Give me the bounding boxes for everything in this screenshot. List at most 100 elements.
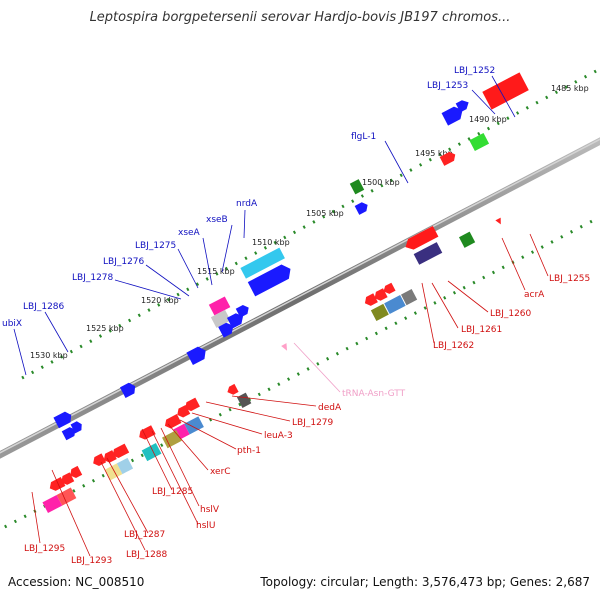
gene-arrow[interactable] <box>226 383 239 397</box>
gene-arrow[interactable] <box>441 104 466 126</box>
gene-box[interactable] <box>236 392 252 408</box>
gene-label[interactable]: LBJ_1278 <box>72 273 114 283</box>
gene-box[interactable] <box>56 487 77 506</box>
gene-arrow[interactable] <box>186 344 208 366</box>
gene-label[interactable]: hslU <box>196 521 215 531</box>
gene-arrow[interactable] <box>455 98 471 113</box>
gene-label[interactable]: LBJ_1252 <box>454 66 495 76</box>
gene-arrow[interactable] <box>382 282 396 296</box>
gene-arrow[interactable] <box>235 303 251 318</box>
leader-line <box>421 282 435 344</box>
gene-box[interactable] <box>413 242 443 265</box>
gene-label[interactable]: xseB <box>206 215 228 225</box>
gene-box[interactable] <box>116 457 134 475</box>
gene-arrow[interactable] <box>218 320 236 338</box>
leader-line <box>160 427 200 507</box>
gene-label[interactable]: LBJ_1287 <box>124 530 165 540</box>
leader-line <box>145 264 190 297</box>
gene-label[interactable]: acrA <box>524 290 545 300</box>
gene-box[interactable] <box>184 416 204 435</box>
gene-arrow[interactable] <box>91 453 107 467</box>
leader-line <box>179 419 237 450</box>
gene-arrow[interactable] <box>183 397 200 413</box>
gene-label[interactable]: LBJ_1293 <box>71 556 112 566</box>
gene-features <box>42 72 529 513</box>
gene-label[interactable]: LBJ_1260 <box>490 309 532 319</box>
gene-box[interactable] <box>104 463 123 481</box>
gene-label[interactable]: LBJ_1295 <box>24 544 65 554</box>
gene-label[interactable]: LBJ_1261 <box>461 325 502 335</box>
gene-label[interactable]: pth-1 <box>237 446 261 456</box>
gene-label[interactable]: xerC <box>210 467 231 477</box>
gene-label[interactable]: LBJ_1262 <box>433 341 474 351</box>
leader-line <box>205 401 291 422</box>
gene-arrow[interactable] <box>53 410 74 429</box>
gene-arrow[interactable] <box>110 443 130 460</box>
gene-label[interactable]: ubiX <box>2 319 22 329</box>
gene-box[interactable] <box>141 443 162 462</box>
gene-box[interactable] <box>370 303 389 321</box>
tick-label: 1525 kbp <box>86 324 124 333</box>
leader-line <box>151 430 199 525</box>
gene-arrow[interactable] <box>349 179 365 195</box>
gene-arrow[interactable] <box>363 293 378 307</box>
gene-label[interactable]: flgL-1 <box>351 132 376 142</box>
tick-label: 1500 kbp <box>362 178 400 187</box>
leader-line <box>231 395 317 407</box>
gene-arrow[interactable] <box>226 311 246 329</box>
tick-label: 1490 kbp <box>469 115 507 124</box>
gene-arrow[interactable] <box>102 450 117 464</box>
leader-line <box>13 328 27 376</box>
gene-label[interactable]: LBJ_1276 <box>103 257 145 267</box>
forward-features <box>53 72 529 441</box>
tick-label: 1495 kbp <box>415 149 453 158</box>
gene-box[interactable] <box>384 295 406 315</box>
gene-arrow[interactable] <box>47 476 66 493</box>
leader-line <box>202 237 213 286</box>
gene-label[interactable]: LBJ_1288 <box>126 550 168 560</box>
leader-line <box>191 412 263 435</box>
gene-label[interactable]: xseA <box>178 228 201 238</box>
gene-arrow[interactable] <box>137 425 156 441</box>
leader-line <box>44 311 69 353</box>
gene-arrow[interactable] <box>482 72 529 110</box>
gene-label[interactable]: tRNA-Asn-GTT <box>342 389 406 399</box>
gene-arrow[interactable] <box>281 343 290 352</box>
gene-label[interactable]: LBJ_1285 <box>152 487 193 497</box>
gene-label[interactable]: LBJ_1286 <box>23 302 65 312</box>
gene-label[interactable]: LBJ_1255 <box>549 274 590 284</box>
gene-arrow[interactable] <box>247 262 294 297</box>
gene-box[interactable] <box>208 296 231 316</box>
gene-label[interactable]: dedA <box>318 403 342 413</box>
gene-box[interactable] <box>210 309 231 328</box>
tick-label: 1520 kbp <box>141 296 179 305</box>
leader-line <box>384 140 409 184</box>
leader-line <box>243 209 246 239</box>
gene-arrow[interactable] <box>61 425 78 441</box>
gene-arrow[interactable] <box>439 150 458 166</box>
gene-box[interactable] <box>458 231 476 248</box>
topology-text: Topology: circular; Length: 3,576,473 bp… <box>260 575 590 589</box>
leader-line <box>51 469 91 557</box>
gene-label[interactable]: LBJ_1275 <box>135 241 176 251</box>
gene-arrow[interactable] <box>68 465 83 480</box>
gene-label[interactable]: nrdA <box>236 199 258 209</box>
gene-label[interactable]: LBJ_1253 <box>427 81 468 91</box>
leader-lines <box>13 75 549 557</box>
gene-box[interactable] <box>240 247 285 279</box>
gene-arrow[interactable] <box>403 226 439 252</box>
gene-arrow[interactable] <box>119 381 138 398</box>
gene-arrow[interactable] <box>70 420 84 434</box>
chromosome-backbone-highlight <box>0 138 600 454</box>
gene-box[interactable] <box>400 289 418 306</box>
gene-box[interactable] <box>42 494 63 513</box>
tick-label: 1515 kbp <box>197 267 235 276</box>
gene-label[interactable]: leuA-3 <box>264 431 293 441</box>
gene-arrow[interactable] <box>495 217 503 226</box>
gene-arrow[interactable] <box>354 200 370 215</box>
gene-box[interactable] <box>469 132 490 152</box>
gene-label[interactable]: hslV <box>200 505 220 515</box>
gene-label[interactable]: LBJ_1279 <box>292 418 334 428</box>
